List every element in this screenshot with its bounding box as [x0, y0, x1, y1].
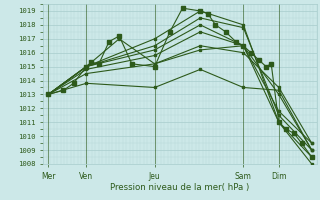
X-axis label: Pression niveau de la mer( hPa ): Pression niveau de la mer( hPa ): [110, 183, 250, 192]
